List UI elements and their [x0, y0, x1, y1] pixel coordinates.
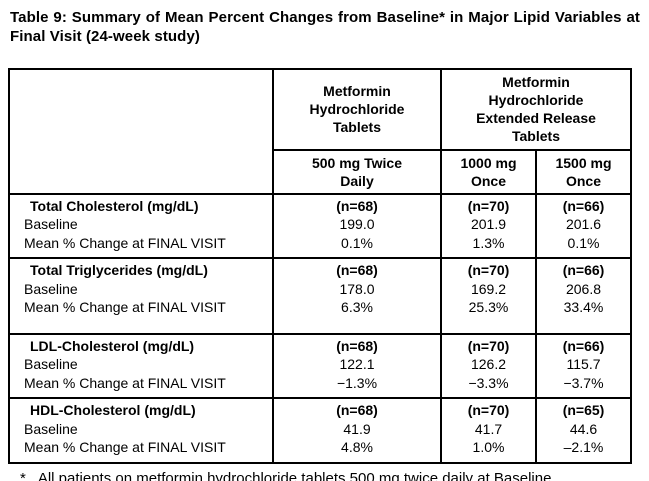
mean-change-value-cell: 0.1% [535, 233, 631, 259]
col-header-1000mg-once: 1000 mg Once [440, 148, 536, 194]
mean-change-value-cell: 4.8% [272, 438, 441, 463]
group-label-cell: LDL-Cholesterol (mg/dL) [8, 332, 273, 356]
n-value-cell: (n=66) [535, 257, 631, 280]
group-label-cell: HDL-Cholesterol (mg/dL) [8, 397, 273, 420]
baseline-value-cell: 41.9 [272, 419, 441, 439]
mean-change-value-cell: 1.3% [440, 233, 536, 259]
mean-change-value-cell: −3.3% [440, 373, 536, 399]
mean-change-label-cell: Mean % Change at FINAL VISIT [8, 438, 273, 463]
n-value-cell: (n=70) [440, 397, 536, 420]
header-row-doses: 500 mg Twice Daily 1000 mg Once 1500 mg … [9, 148, 631, 194]
group-ldl-cholesterol: LDL-Cholesterol (mg/dL) (n=68) (n=70) (n… [8, 332, 631, 399]
table-row: Mean % Change at FINAL VISIT 0.1% 1.3% 0… [8, 233, 631, 259]
col-header-1500mg-once: 1500 mg Once [535, 148, 631, 194]
col-header-500mg-twice-daily: 500 mg Twice Daily [272, 148, 441, 194]
baseline-value-cell: 44.6 [535, 419, 631, 439]
baseline-value-cell: 115.7 [535, 355, 631, 374]
lipid-variables-table: Metformin Hydrochloride Tablets Metformi… [8, 67, 632, 464]
baseline-value-cell: 199.0 [272, 215, 441, 234]
table-row: Baseline 41.9 41.7 44.6 [8, 419, 631, 439]
mean-change-value-cell: 0.1% [272, 233, 441, 259]
footnote-asterisk: * [20, 469, 26, 481]
table-row: Mean % Change at FINAL VISIT 6.3% 25.3% … [8, 298, 631, 334]
n-value-cell: (n=68) [272, 257, 441, 280]
baseline-label-cell: Baseline [8, 279, 273, 299]
table-row: LDL-Cholesterol (mg/dL) (n=68) (n=70) (n… [8, 332, 631, 356]
baseline-value-cell: 201.6 [535, 215, 631, 234]
mean-change-label-cell: Mean % Change at FINAL VISIT [8, 373, 273, 399]
group-total-cholesterol: Total Cholesterol (mg/dL) (n=68) (n=70) … [8, 192, 631, 259]
header-empty-cell [8, 68, 273, 194]
n-value-cell: (n=68) [272, 332, 441, 356]
n-value-cell: (n=68) [272, 397, 441, 420]
table-row: Total Cholesterol (mg/dL) (n=68) (n=70) … [8, 192, 631, 216]
mean-change-value-cell: 25.3% [440, 298, 536, 334]
table-row: Baseline 178.0 169.2 206.8 [8, 279, 631, 299]
header-row-products: Metformin Hydrochloride Tablets Metformi… [8, 68, 631, 194]
mean-change-value-cell: 33.4% [535, 298, 631, 334]
baseline-label-cell: Baseline [8, 419, 273, 439]
table-footnote: * All patients on metformin hydrochlorid… [20, 469, 649, 481]
n-value-cell: (n=66) [535, 192, 631, 216]
mean-change-value-cell: −3.7% [535, 373, 631, 399]
n-value-cell: (n=70) [440, 257, 536, 280]
group-label-cell: Total Cholesterol (mg/dL) [8, 192, 273, 216]
baseline-value-cell: 41.7 [440, 419, 536, 439]
mean-change-label-cell: Mean % Change at FINAL VISIT [8, 233, 273, 259]
table-row: HDL-Cholesterol (mg/dL) (n=68) (n=70) (n… [8, 397, 631, 420]
table-row: Mean % Change at FINAL VISIT 4.8% 1.0% –… [8, 438, 631, 463]
col-header-metformin-er-tablets: Metformin Hydrochloride Extended Release… [440, 68, 631, 150]
baseline-label-cell: Baseline [8, 215, 273, 234]
n-value-cell: (n=65) [535, 397, 631, 420]
group-hdl-cholesterol: HDL-Cholesterol (mg/dL) (n=68) (n=70) (n… [8, 397, 631, 463]
n-value-cell: (n=66) [535, 332, 631, 356]
table-row: Baseline 199.0 201.9 201.6 [8, 215, 631, 234]
col-header-metformin-tablets: Metformin Hydrochloride Tablets [272, 68, 441, 150]
baseline-label-cell: Baseline [8, 355, 273, 374]
mean-change-value-cell: –2.1% [535, 438, 631, 463]
baseline-value-cell: 122.1 [272, 355, 441, 374]
mean-change-value-cell: 1.0% [440, 438, 536, 463]
n-value-cell: (n=70) [440, 192, 536, 216]
footnote-text: All patients on metformin hydrochloride … [37, 469, 552, 481]
mean-change-value-cell: 6.3% [272, 298, 441, 334]
table-title: Table 9: Summary of Mean Percent Changes… [10, 9, 640, 45]
n-value-cell: (n=68) [272, 192, 441, 216]
group-total-triglycerides: Total Triglycerides (mg/dL) (n=68) (n=70… [8, 257, 631, 334]
mean-change-value-cell: −1.3% [272, 373, 441, 399]
baseline-value-cell: 201.9 [440, 215, 536, 234]
table-row: Baseline 122.1 126.2 115.7 [8, 355, 631, 374]
table-row: Total Triglycerides (mg/dL) (n=68) (n=70… [8, 257, 631, 280]
table-row: Mean % Change at FINAL VISIT −1.3% −3.3%… [8, 373, 631, 399]
baseline-value-cell: 206.8 [535, 279, 631, 299]
n-value-cell: (n=70) [440, 332, 536, 356]
baseline-value-cell: 178.0 [272, 279, 441, 299]
baseline-value-cell: 169.2 [440, 279, 536, 299]
baseline-value-cell: 126.2 [440, 355, 536, 374]
mean-change-label-cell: Mean % Change at FINAL VISIT [8, 298, 273, 334]
group-label-cell: Total Triglycerides (mg/dL) [8, 257, 273, 280]
